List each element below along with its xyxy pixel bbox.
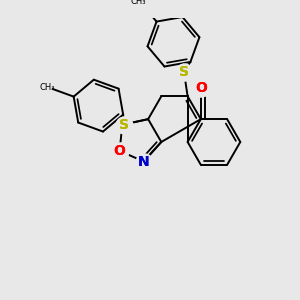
Text: O: O [195, 81, 207, 95]
Text: CH₃: CH₃ [40, 83, 55, 92]
Text: O: O [195, 81, 207, 95]
Text: O: O [114, 144, 125, 158]
Text: CH₃: CH₃ [131, 0, 146, 6]
Text: S: S [179, 64, 189, 79]
Text: N: N [138, 154, 149, 169]
Text: S: S [119, 118, 129, 132]
Text: N: N [138, 154, 149, 169]
Text: S: S [119, 118, 129, 132]
Text: O: O [114, 144, 125, 158]
Text: S: S [179, 64, 189, 79]
